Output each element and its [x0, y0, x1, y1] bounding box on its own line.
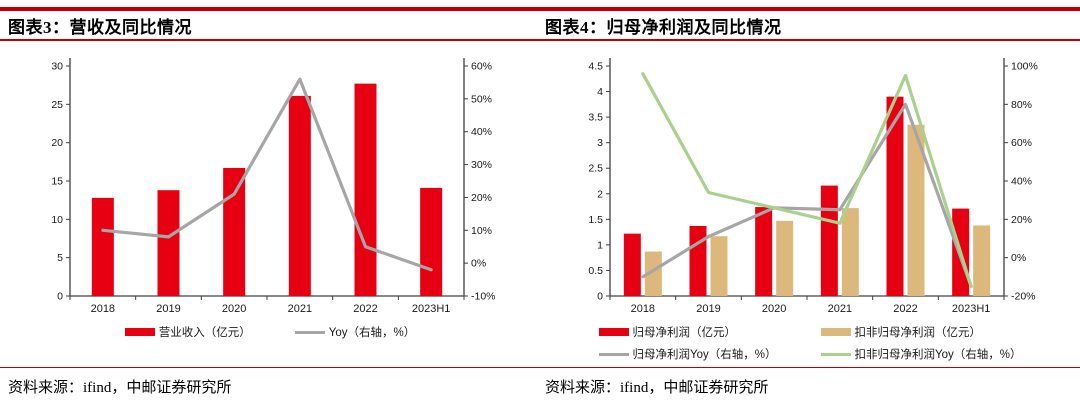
- svg-text:15: 15: [51, 176, 63, 188]
- svg-text:60%: 60%: [471, 61, 492, 73]
- svg-text:-10%: -10%: [471, 291, 496, 303]
- svg-text:2018: 2018: [91, 303, 115, 315]
- svg-text:2023H1: 2023H1: [412, 303, 451, 315]
- figure4-panel: 0 0.5 1 1.5 2 2.5 3 3.5 4 4.5 -20% 0% 20% 40% 60% 80% 10…: [540, 40, 1080, 362]
- svg-text:4: 4: [597, 86, 603, 98]
- legend-item-net-profit-yoy: 归母净利润Yoy（右轴，%）: [598, 346, 777, 362]
- svg-text:0.5: 0.5: [588, 265, 603, 277]
- svg-text:10: 10: [51, 214, 63, 226]
- legend-item-deducted-profit-yoy: 扣非归母净利润Yoy（右轴，%）: [820, 346, 1022, 362]
- svg-text:2019: 2019: [156, 303, 180, 315]
- svg-text:2021: 2021: [828, 303, 852, 315]
- svg-text:4.5: 4.5: [588, 61, 603, 73]
- svg-text:20%: 20%: [1011, 214, 1032, 226]
- svg-text:30: 30: [51, 61, 63, 73]
- svg-text:2022: 2022: [893, 303, 917, 315]
- svg-text:3: 3: [597, 137, 603, 149]
- svg-text:2019: 2019: [696, 303, 720, 315]
- svg-text:0%: 0%: [471, 258, 486, 270]
- svg-text:0: 0: [57, 291, 63, 303]
- top-divider: [0, 7, 1080, 11]
- svg-text:3.5: 3.5: [588, 112, 603, 124]
- svg-text:2.5: 2.5: [588, 163, 603, 175]
- legend-label: 营业收入（亿元）: [158, 327, 251, 339]
- figure3-source: 资料来源：ifind，中邮证券研究所: [8, 380, 232, 396]
- svg-text:5: 5: [57, 252, 63, 264]
- legend-item-net-profit: 归母净利润（亿元）: [598, 324, 737, 340]
- legend-label: Yoy（右轴，%）: [328, 327, 416, 339]
- footer-divider: [0, 367, 1080, 368]
- svg-text:10%: 10%: [471, 225, 492, 237]
- figure4-legend: 归母净利润（亿元） 扣非归母净利润（亿元） 归母净利润Yoy（右轴，%） 扣非归…: [540, 324, 1080, 362]
- svg-text:20%: 20%: [471, 192, 492, 204]
- svg-text:2021: 2021: [288, 303, 312, 315]
- figure4-chart-canvas: 0 0.5 1 1.5 2 2.5 3 3.5 4 4.5 -20% 0% 20% 40% 60% 80% 10…: [588, 58, 1038, 315]
- bar-swatch-icon: [820, 328, 851, 336]
- line-swatch-icon: [294, 330, 325, 334]
- legend-item-deducted-profit: 扣非归母净利润（亿元）: [820, 324, 982, 340]
- bar-swatch-icon: [124, 328, 155, 336]
- svg-text:50%: 50%: [471, 93, 492, 105]
- svg-text:2022: 2022: [353, 303, 377, 315]
- svg-text:30%: 30%: [471, 159, 492, 171]
- svg-text:2018: 2018: [631, 303, 655, 315]
- figure3-title: 图表3：营收及同比情况: [8, 18, 192, 37]
- svg-text:1: 1: [597, 239, 603, 251]
- figure3-panel: 0 5 10 15 20 25 30 -10% 0% 10% 20% 30% 40% 50% 60% 2018…: [0, 40, 540, 362]
- line-swatch-icon: [820, 352, 851, 356]
- figure3-chart-canvas: 0 5 10 15 20 25 30 -10% 0% 10% 20% 30% 40% 50% 60% 2018…: [51, 58, 496, 315]
- figure3-legend: 营业收入（亿元） Yoy（右轴，%）: [0, 324, 540, 340]
- bar-swatch-icon: [598, 328, 629, 336]
- legend-item-revenue: 营业收入（亿元）: [124, 324, 251, 340]
- legend-label: 扣非归母净利润（亿元）: [854, 327, 982, 339]
- line-swatch-icon: [598, 352, 629, 356]
- svg-text:80%: 80%: [1011, 99, 1032, 111]
- figure4-title: 图表4：归母净利润及同比情况: [545, 18, 782, 37]
- legend-label: 扣非归母净利润Yoy（右轴，%）: [854, 349, 1022, 361]
- legend-label: 归母净利润（亿元）: [632, 327, 737, 339]
- svg-text:2020: 2020: [762, 303, 786, 315]
- svg-text:1.5: 1.5: [588, 214, 603, 226]
- svg-text:40%: 40%: [471, 126, 492, 138]
- svg-text:2: 2: [597, 188, 603, 200]
- title-divider: [0, 39, 1080, 41]
- svg-text:100%: 100%: [1011, 61, 1038, 73]
- legend-label: 归母净利润Yoy（右轴，%）: [632, 349, 777, 361]
- figure4-source: 资料来源：ifind，中邮证券研究所: [545, 380, 769, 396]
- svg-text:-20%: -20%: [1011, 291, 1036, 303]
- svg-text:2023H1: 2023H1: [952, 303, 991, 315]
- svg-text:40%: 40%: [1011, 176, 1032, 188]
- svg-text:2020: 2020: [222, 303, 246, 315]
- svg-text:25: 25: [51, 99, 63, 111]
- svg-text:0: 0: [597, 291, 603, 303]
- svg-text:0%: 0%: [1011, 252, 1026, 264]
- legend-item-yoy: Yoy（右轴，%）: [294, 324, 416, 340]
- svg-text:20: 20: [51, 137, 63, 149]
- svg-text:60%: 60%: [1011, 137, 1032, 149]
